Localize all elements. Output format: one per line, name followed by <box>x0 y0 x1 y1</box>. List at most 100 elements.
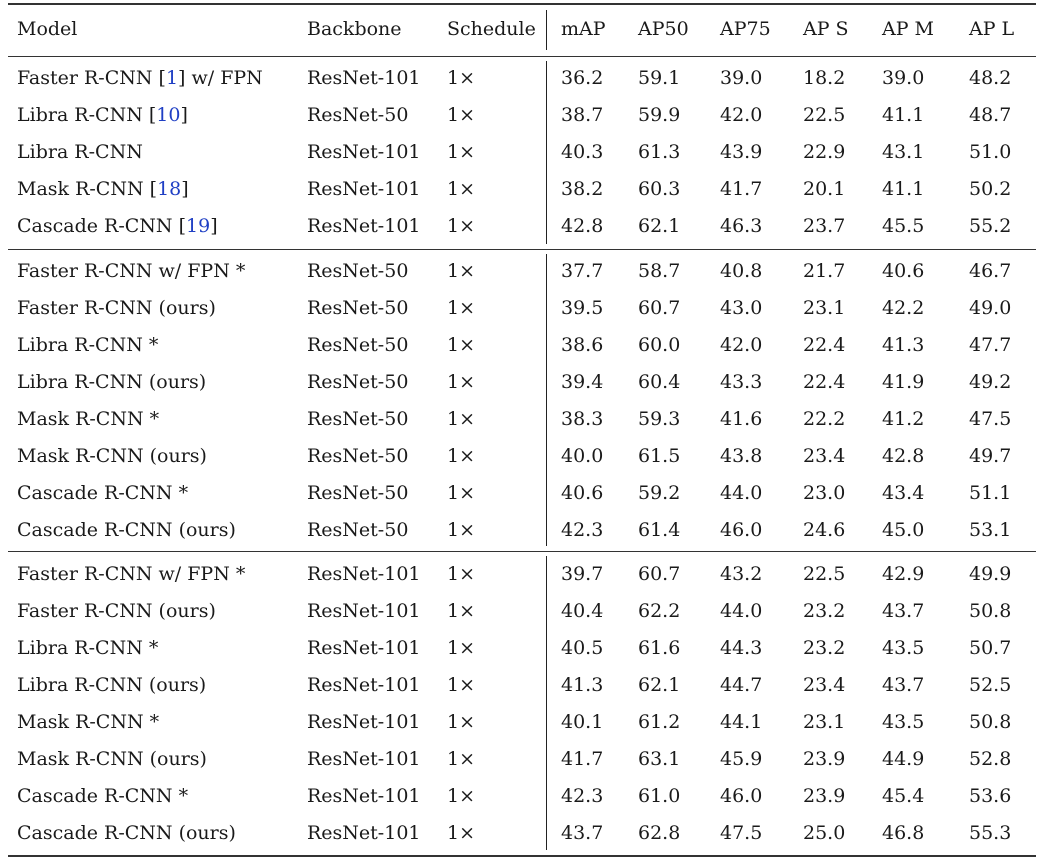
ap75-cell: 43.3 <box>720 371 763 393</box>
column-header-ap75: AP75 <box>720 18 771 40</box>
ap-l-cell: 47.7 <box>969 334 1012 356</box>
top-rule <box>8 3 1036 5</box>
backbone-cell: ResNet-50 <box>307 445 409 467</box>
model-cell: Libra R-CNN <box>17 140 143 164</box>
backbone-cell: ResNet-50 <box>307 334 409 356</box>
ap50-cell: 61.5 <box>638 445 681 467</box>
ap75-cell: 43.8 <box>720 445 763 467</box>
backbone-cell: ResNet-101 <box>307 748 421 770</box>
ap-m-cell: 43.1 <box>882 141 925 163</box>
map-cell: 42.8 <box>561 215 604 237</box>
group-2-rule <box>8 551 1036 553</box>
ap50-cell: 59.3 <box>638 408 681 430</box>
ap-m-cell: 41.9 <box>882 371 925 393</box>
model-cell: Mask R-CNN * <box>17 407 159 431</box>
ap-m-cell: 45.0 <box>882 519 925 541</box>
ap-m-cell: 45.4 <box>882 785 925 807</box>
model-name: Faster R-CNN w/ FPN * <box>17 260 246 282</box>
backbone-cell: ResNet-101 <box>307 822 421 844</box>
group-3-separator <box>546 556 548 850</box>
model-name: Faster R-CNN (ours) <box>17 297 216 319</box>
model-name: Libra R-CNN (ours) <box>17 371 207 393</box>
backbone-cell: ResNet-101 <box>307 563 421 585</box>
ap50-cell: 59.2 <box>638 482 681 504</box>
model-cell: Faster R-CNN (ours) <box>17 296 216 320</box>
schedule-cell: 1× <box>447 297 476 319</box>
schedule-cell: 1× <box>447 482 476 504</box>
map-cell: 42.3 <box>561 519 604 541</box>
ap-s-cell: 22.4 <box>803 371 846 393</box>
backbone-cell: ResNet-101 <box>307 215 421 237</box>
ap-m-cell: 43.7 <box>882 674 925 696</box>
ap75-cell: 46.0 <box>720 519 763 541</box>
model-name: Mask R-CNN (ours) <box>17 445 207 467</box>
model-name: Mask R-CNN * <box>17 711 160 733</box>
ap75-cell: 44.0 <box>720 482 763 504</box>
ap75-cell: 46.0 <box>720 785 763 807</box>
schedule-cell: 1× <box>447 178 476 200</box>
ap75-cell: 44.1 <box>720 711 763 733</box>
map-cell: 37.7 <box>561 260 604 282</box>
schedule-cell: 1× <box>447 519 476 541</box>
backbone-cell: ResNet-50 <box>307 482 409 504</box>
model-name: Faster R-CNN <box>17 67 153 89</box>
model-cell: Libra R-CNN * <box>17 333 158 357</box>
header-separator <box>546 10 548 50</box>
model-name: Cascade R-CNN (ours) <box>17 519 236 541</box>
ap-l-cell: 50.7 <box>969 637 1012 659</box>
backbone-cell: ResNet-101 <box>307 637 421 659</box>
citation-link[interactable]: 19 <box>186 215 211 237</box>
backbone-cell: ResNet-50 <box>307 260 409 282</box>
ap-l-cell: 53.1 <box>969 519 1012 541</box>
ap75-cell: 39.0 <box>720 67 763 89</box>
schedule-cell: 1× <box>447 141 476 163</box>
ap-m-cell: 43.5 <box>882 637 925 659</box>
ap50-cell: 62.2 <box>638 600 681 622</box>
backbone-cell: ResNet-50 <box>307 371 409 393</box>
ap-l-cell: 49.2 <box>969 371 1012 393</box>
backbone-cell: ResNet-101 <box>307 711 421 733</box>
ap50-cell: 58.7 <box>638 260 681 282</box>
ap50-cell: 59.1 <box>638 67 681 89</box>
model-name: Cascade R-CNN * <box>17 482 189 504</box>
schedule-cell: 1× <box>447 563 476 585</box>
model-cell: Cascade R-CNN [19] <box>17 215 218 237</box>
ap-s-cell: 23.1 <box>803 711 846 733</box>
ap-s-cell: 25.0 <box>803 822 846 844</box>
citation-link[interactable]: 10 <box>156 104 181 126</box>
model-name: Mask R-CNN * <box>17 408 160 430</box>
citation-link[interactable]: 1 <box>165 67 179 89</box>
schedule-cell: 1× <box>447 445 476 467</box>
ap-s-cell: 23.1 <box>803 297 846 319</box>
ap-m-cell: 46.8 <box>882 822 925 844</box>
ap-l-cell: 50.8 <box>969 600 1012 622</box>
ap75-cell: 47.5 <box>720 822 763 844</box>
ap-l-cell: 49.0 <box>969 297 1012 319</box>
model-cell: Libra R-CNN (ours) <box>17 673 206 697</box>
ap-m-cell: 45.5 <box>882 215 925 237</box>
map-cell: 38.7 <box>561 104 604 126</box>
map-cell: 40.3 <box>561 141 604 163</box>
ap-l-cell: 50.2 <box>969 178 1012 200</box>
schedule-cell: 1× <box>447 674 476 696</box>
backbone-cell: ResNet-101 <box>307 178 421 200</box>
ap50-cell: 62.8 <box>638 822 681 844</box>
ap-m-cell: 44.9 <box>882 748 925 770</box>
model-name: Mask R-CNN (ours) <box>17 748 207 770</box>
map-cell: 40.4 <box>561 600 604 622</box>
ap-m-cell: 41.2 <box>882 408 925 430</box>
ap50-cell: 60.0 <box>638 334 681 356</box>
ap-l-cell: 48.2 <box>969 67 1012 89</box>
ap-l-cell: 55.2 <box>969 215 1012 237</box>
ap-l-cell: 47.5 <box>969 408 1012 430</box>
citation-link[interactable]: 18 <box>157 178 182 200</box>
ap-s-cell: 23.0 <box>803 482 846 504</box>
ap-s-cell: 23.2 <box>803 600 846 622</box>
ap50-cell: 62.1 <box>638 215 681 237</box>
model-name: Cascade R-CNN <box>17 215 173 237</box>
ap-s-cell: 20.1 <box>803 178 846 200</box>
ap-m-cell: 42.2 <box>882 297 925 319</box>
model-cell: Mask R-CNN (ours) <box>17 444 207 468</box>
map-cell: 43.7 <box>561 822 604 844</box>
